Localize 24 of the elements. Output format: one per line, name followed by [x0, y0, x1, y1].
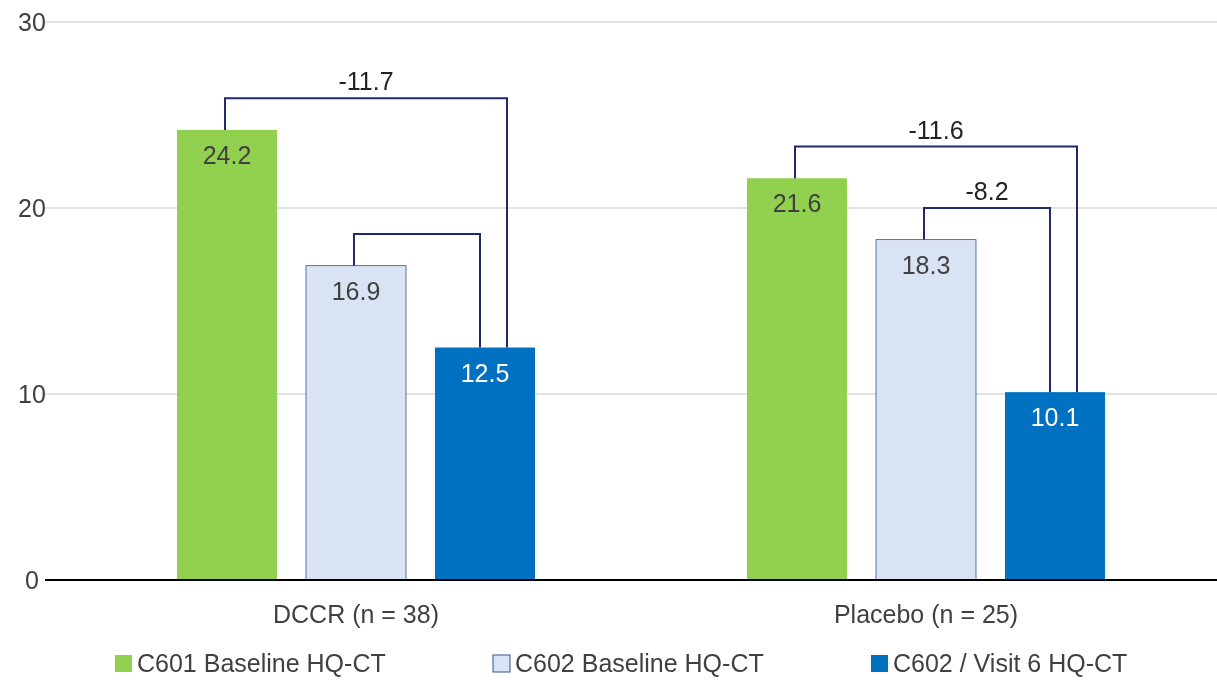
data-label: 12.5 — [460, 358, 510, 387]
data-label: 10.1 — [1030, 403, 1080, 432]
annotation: -11.6 — [908, 115, 964, 144]
y-tick-label: 20 — [18, 194, 46, 222]
legend-label: C601 Baseline HQ-CT — [137, 649, 386, 677]
bar — [435, 347, 535, 580]
x-tick-label: Placebo (n = 25) — [833, 600, 1019, 628]
bar — [875, 239, 977, 581]
data-label: 24.2 — [202, 140, 252, 169]
data-label: 16.9 — [331, 276, 381, 305]
y-tick-label: 30 — [18, 8, 46, 36]
bar — [1005, 392, 1105, 580]
y-tick-label: 10 — [18, 380, 46, 408]
data-label: 18.3 — [901, 250, 951, 279]
bar — [177, 129, 277, 580]
annotation: -11.7 — [338, 67, 394, 96]
bar — [747, 178, 847, 580]
legend-label: C602 Baseline HQ-CT — [515, 649, 764, 677]
y-tick-label: 0 — [25, 566, 39, 594]
data-label: 21.6 — [772, 189, 822, 218]
x-tick-label: DCCR (n = 38) — [272, 600, 440, 628]
legend-label: C602 / Visit 6 HQ-CT — [893, 649, 1128, 677]
annotation: -8.2 — [965, 177, 1009, 205]
bar — [305, 265, 407, 581]
